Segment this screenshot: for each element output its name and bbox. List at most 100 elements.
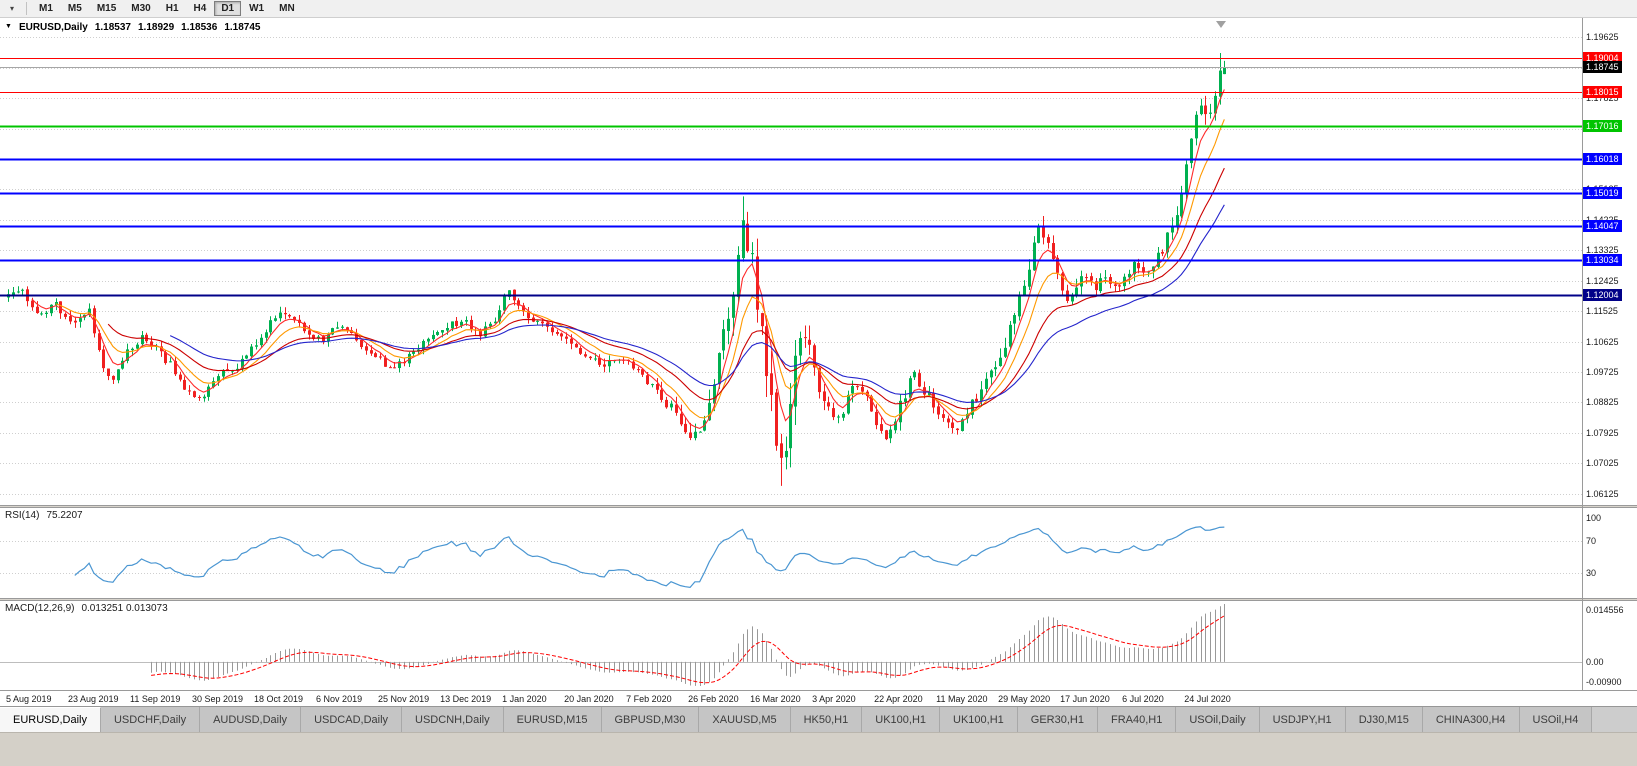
price-line-badge[interactable]: 1.16018 (1583, 153, 1622, 166)
tab-usoil-h4[interactable]: USOil,H4 (1519, 707, 1593, 732)
tab-audusd-daily[interactable]: AUDUSD,Daily (200, 707, 302, 732)
tab-dj30-m15[interactable]: DJ30,M15 (1345, 707, 1423, 732)
tab-label: USOil,H4 (1532, 713, 1579, 726)
timeframe-button-d1[interactable]: D1 (214, 1, 242, 16)
tab-label: EURUSD,Daily (13, 714, 87, 726)
rsi-indicator-name: RSI(14) (5, 510, 40, 521)
timeframe-button-mn[interactable]: MN (272, 1, 302, 16)
timeframe-button-w1[interactable]: W1 (242, 1, 271, 16)
tab-usoil-daily[interactable]: USOil,Daily (1176, 707, 1260, 732)
tab-label: USDJPY,H1 (1272, 713, 1332, 726)
rsi-axis-label: 100 (1586, 513, 1602, 523)
date-axis-label: 11 May 2020 (936, 694, 988, 704)
price-axis-label: 1.13325 (1586, 245, 1619, 256)
tab-label: XAUUSD,M5 (712, 713, 777, 726)
tab-label: UK100,H1 (953, 713, 1004, 726)
timeframe-button-m1[interactable]: M1 (32, 1, 60, 16)
tab-label: DJ30,M15 (1358, 713, 1409, 726)
date-axis-label: 16 Mar 2020 (750, 694, 801, 704)
chevron-down-icon: ▾ (9, 4, 14, 13)
tab-label: EURUSD,M15 (516, 713, 588, 726)
current-price-badge: 1.18745 (1583, 61, 1622, 74)
tab-china300-h4[interactable]: CHINA300,H4 (1422, 707, 1520, 732)
timeframe-button-m5[interactable]: M5 (61, 1, 89, 16)
rsi-axis-label: 30 (1586, 567, 1597, 578)
date-axis-label: 6 Nov 2019 (316, 694, 363, 704)
tab-fra40-h1[interactable]: FRA40,H1 (1097, 707, 1177, 732)
timeframe-toolbar: ▾ M1 M5 M15 M30 H1 H4 D1 W1 MN (0, 0, 1637, 18)
price-line-badge[interactable]: 1.14047 (1583, 219, 1622, 232)
tab-eurusd-m15[interactable]: EURUSD,M15 (503, 707, 602, 732)
macd-axis-label: 0.014556 (1586, 605, 1624, 615)
timeframe-button-h1[interactable]: H1 (159, 1, 186, 16)
date-axis-label: 18 Oct 2019 (254, 694, 304, 704)
price-axis-label: 1.11525 (1586, 306, 1618, 317)
tab-label: USDCAD,Daily (314, 713, 389, 726)
date-axis-label: 7 Feb 2020 (626, 694, 672, 704)
price-axis-label: 1.12425 (1586, 275, 1619, 286)
date-axis-label: 24 Jul 2020 (1184, 694, 1231, 704)
chart-tabs: EURUSD,Daily USDCHF,Daily AUDUSD,Daily USDC… (0, 706, 1637, 732)
candlestick-chart-canvas[interactable] (0, 18, 1637, 706)
timeframe-button-m15[interactable]: M15 (90, 1, 123, 16)
price-line-badge[interactable]: 1.15019 (1583, 187, 1622, 200)
chart-dropdown-button[interactable]: ▾ (3, 2, 21, 16)
tab-label: UK100,H1 (875, 713, 927, 726)
date-axis-label: 22 Apr 2020 (874, 694, 923, 704)
price-axis-label: 1.06125 (1586, 488, 1619, 499)
status-bar (0, 732, 1637, 766)
date-axis-label: 13 Dec 2019 (440, 694, 492, 704)
macd-axis-label: -0.00900 (1586, 677, 1622, 687)
tab-gbpusd-m30[interactable]: GBPUSD,M30 (601, 707, 700, 732)
price-axis-label: 1.09725 (1586, 367, 1619, 378)
tab-uk100-h1[interactable]: UK100,H1 (940, 707, 1018, 732)
price-line-badge[interactable]: 1.17016 (1583, 119, 1622, 132)
tab-label: HK50,H1 (803, 713, 849, 726)
timeframe-buttons: M1 M5 M15 M30 H1 H4 D1 W1 MN (32, 1, 302, 16)
timeframe-button-m30[interactable]: M30 (124, 1, 157, 16)
tab-usdchf-daily[interactable]: USDCHF,Daily (100, 707, 201, 732)
tab-usdcnh-daily[interactable]: USDCNH,Daily (402, 707, 504, 732)
tab-hk50-h1[interactable]: HK50,H1 (790, 707, 863, 732)
collapse-triangle-icon[interactable]: ▼ (5, 23, 12, 30)
price-axis-label: 1.17825 (1586, 93, 1619, 104)
toolbar-divider (26, 2, 27, 15)
date-axis-label: 20 Jan 2020 (564, 694, 614, 704)
tab-label: USDCNH,Daily (415, 713, 490, 726)
date-axis-label: 25 Nov 2019 (378, 694, 430, 704)
chart-info: ▼ EURUSD,Daily 1.18537 1.18929 1.18536 1… (5, 22, 260, 33)
tab-uk100-h1[interactable]: UK100,H1 (862, 707, 941, 732)
chart-area: ▼ EURUSD,Daily 1.18537 1.18929 1.18536 1… (0, 18, 1637, 706)
timeframe-button-h4[interactable]: H4 (187, 1, 214, 16)
tab-label: GER30,H1 (1030, 713, 1084, 726)
tab-ger30-h1[interactable]: GER30,H1 (1017, 707, 1098, 732)
price-line-badge[interactable]: 1.18015 (1583, 85, 1622, 98)
price-axis-label: 1.19625 (1586, 32, 1619, 43)
date-axis-label: 5 Aug 2019 (6, 694, 52, 704)
macd-indicator-values: 0.013251 0.013073 (81, 603, 168, 614)
price-line-badge[interactable]: 1.12004 (1583, 288, 1622, 301)
date-axis-label: 11 Sep 2019 (130, 694, 181, 704)
macd-label: MACD(12,26,9) 0.013251 0.013073 (5, 603, 168, 614)
price-axis-label: 1.08825 (1586, 397, 1619, 408)
ohlc-high: 1.18929 (138, 22, 175, 33)
date-axis-label: 23 Aug 2019 (68, 694, 119, 704)
tab-usdcad-daily[interactable]: USDCAD,Daily (301, 707, 403, 732)
tab-eurusd-daily[interactable]: EURUSD,Daily (0, 707, 101, 732)
ohlc-low: 1.18536 (181, 22, 218, 33)
ohlc-close: 1.18745 (224, 22, 261, 33)
rsi-label: RSI(14) 75.2207 (5, 510, 83, 521)
date-axis-label: 1 Jan 2020 (502, 694, 547, 704)
tab-label: AUDUSD,Daily (213, 713, 288, 726)
tab-usdjpy-h1[interactable]: USDJPY,H1 (1259, 707, 1346, 732)
tab-xauusd-m5[interactable]: XAUUSD,M5 (699, 707, 791, 732)
price-axis-label: 1.07025 (1586, 458, 1619, 469)
date-axis-label: 30 Sep 2019 (192, 694, 244, 704)
ohlc-open: 1.18537 (94, 22, 131, 33)
price-line-badge[interactable]: 1.13034 (1583, 254, 1622, 267)
date-axis-label: 3 Apr 2020 (812, 694, 856, 704)
tab-label: USDCHF,Daily (113, 713, 187, 726)
macd-indicator-name: MACD(12,26,9) (5, 603, 75, 614)
tab-label: CHINA300,H4 (1435, 713, 1506, 726)
